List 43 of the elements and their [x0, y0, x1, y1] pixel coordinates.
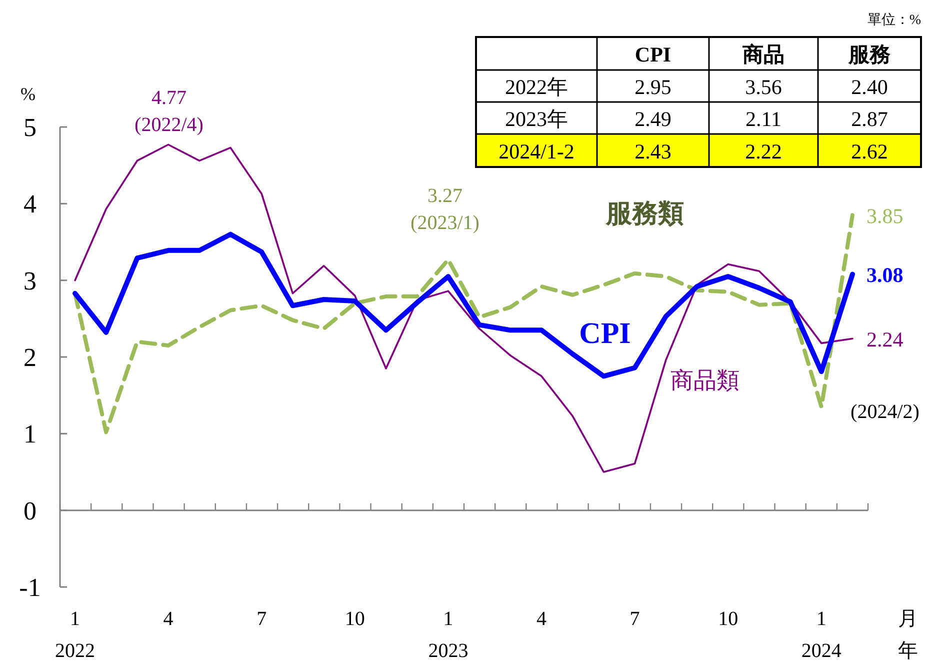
annotation: 2024/1-2 — [498, 140, 574, 164]
y-tick-label: 2 — [24, 343, 36, 372]
x-tick-label: 7 — [630, 608, 640, 630]
y-tick-label: -1 — [19, 573, 41, 602]
annotation: 2.87 — [851, 107, 888, 131]
y-tick-label: 0 — [24, 496, 36, 526]
text: 商品 — [742, 42, 784, 66]
text: 2022年 — [505, 75, 568, 99]
text: CPI — [634, 42, 672, 66]
x-tick-label: 10 — [344, 608, 365, 630]
text: 單位：% — [867, 12, 922, 28]
text: 2.95 — [634, 75, 672, 99]
x-tick-label: 10 — [718, 608, 738, 630]
y-axis-title: % — [20, 84, 36, 104]
series-label: CPI — [579, 317, 631, 350]
y-tick-label: 5 — [24, 113, 36, 142]
annotation: 2.11 — [746, 107, 782, 131]
annotation: 2.62 — [851, 140, 888, 164]
y-tick-label: 3 — [24, 266, 36, 296]
data-label: 2.24 — [866, 328, 904, 352]
x-tick-label: 4 — [163, 608, 174, 630]
annotation: 3.27 (2023/1) — [410, 185, 480, 234]
annotation: (2024/2) — [850, 401, 920, 423]
series-label: 商品類 — [670, 368, 740, 393]
text: 服務 — [848, 42, 890, 66]
annotation: 4.77 (2022/4) — [134, 87, 204, 136]
x-tick-label: 7 — [256, 608, 267, 630]
annotation: 2.22 — [745, 140, 782, 164]
text: 2.40 — [851, 75, 888, 99]
x-tick-label: 1 2023 — [428, 608, 468, 662]
y-tick-label: 4 — [24, 190, 36, 219]
y-tick-label: 1 — [24, 420, 36, 449]
annotation: 2.43 — [634, 140, 672, 164]
x-tick-label: 1 2022 — [55, 608, 95, 662]
data-label: 3.08 — [866, 263, 904, 288]
annotation: 2023年 — [505, 107, 568, 131]
annotation: 2.49 — [634, 107, 672, 131]
x-tick-label: 4 — [536, 608, 546, 630]
data-label: 3.85 — [866, 204, 904, 228]
series-label: 服務類 — [605, 199, 684, 228]
x-tick-label: 1 2024 — [801, 608, 842, 662]
x-axis-title: 月年 — [898, 608, 918, 662]
text: 3.56 — [745, 75, 782, 99]
